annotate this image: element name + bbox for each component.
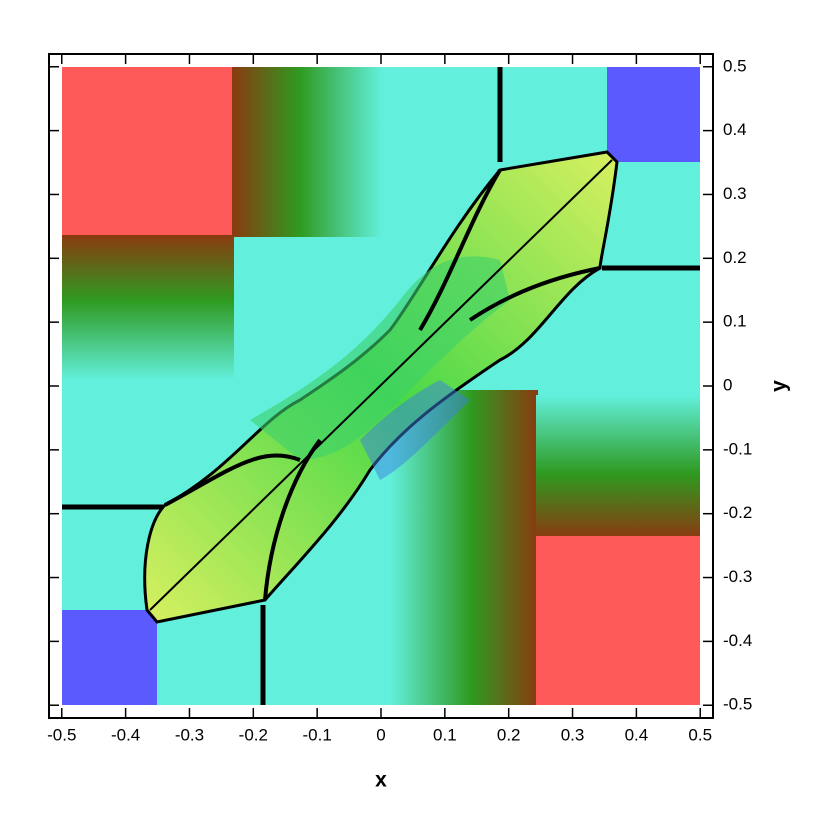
core [250, 256, 510, 460]
high-state [536, 536, 700, 705]
x-tick-label: 0.4 [625, 725, 649, 744]
y-tick-label: -0.1 [723, 439, 752, 458]
y-tick-label: 0.1 [723, 312, 747, 331]
x-tick-label: 0.2 [497, 725, 521, 744]
slip-line [149, 159, 613, 611]
x-tick-label: -0.3 [175, 725, 204, 744]
field [62, 67, 700, 705]
shock [164, 168, 601, 601]
y-tick-label: -0.2 [723, 503, 752, 522]
x-tick-label: -0.5 [47, 725, 76, 744]
x-tick-label: -0.4 [111, 725, 140, 744]
rarefaction-band [62, 235, 234, 380]
x-tick-label: -0.1 [303, 725, 332, 744]
x-tick-label: 0 [376, 725, 385, 744]
x-tick-label: 0.1 [433, 725, 457, 744]
y-tick-label: 0 [723, 375, 732, 394]
low-state [607, 67, 700, 162]
y-tick-label: 0.2 [723, 248, 747, 267]
y-tick-label: 0.5 [723, 56, 747, 75]
x-tick-label: 0.3 [561, 725, 585, 744]
high-state [62, 67, 232, 235]
y-tick-label: -0.5 [723, 695, 752, 714]
y-tick-label: -0.3 [723, 567, 752, 586]
x-tick-label: 0.5 [688, 725, 712, 744]
y-tick-label: -0.4 [723, 631, 752, 650]
rarefaction-band [232, 67, 382, 237]
low-state [62, 610, 157, 705]
y-axis-title: y [768, 380, 791, 392]
x-axis-title: x [375, 769, 387, 792]
y-tick-label: 0.3 [723, 184, 747, 203]
core [360, 380, 470, 480]
rarefaction-band [536, 395, 700, 538]
y-tick-label: 0.4 [723, 120, 747, 139]
x-tick-label: -0.2 [239, 725, 268, 744]
